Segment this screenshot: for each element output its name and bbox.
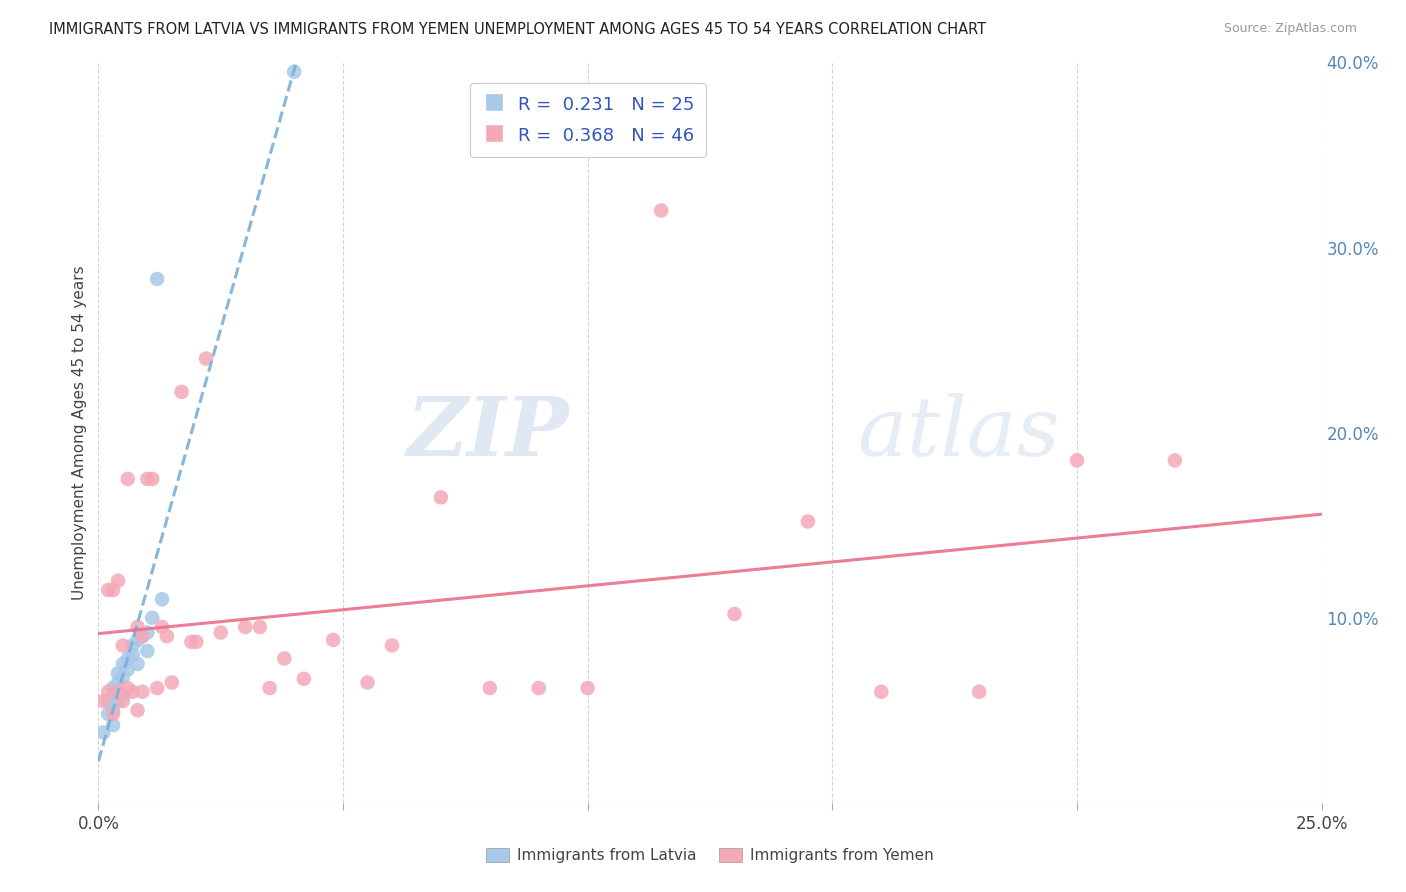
Point: [111, 657, 134, 671]
Point: [1164, 453, 1187, 467]
Point: [136, 644, 159, 658]
Point: [249, 620, 271, 634]
Point: [650, 203, 672, 218]
Point: [195, 351, 218, 366]
Point: [127, 703, 149, 717]
Point: [870, 685, 893, 699]
Point: [150, 592, 173, 607]
Point: [160, 675, 183, 690]
Point: [723, 607, 745, 621]
Point: [259, 681, 281, 695]
Point: [141, 472, 163, 486]
Point: [91, 725, 114, 739]
Point: [131, 629, 153, 643]
Point: [322, 632, 344, 647]
Point: [1066, 453, 1088, 467]
Point: [111, 694, 134, 708]
Text: Source: ZipAtlas.com: Source: ZipAtlas.com: [1223, 22, 1357, 36]
Point: [121, 685, 143, 699]
Point: [136, 625, 159, 640]
Point: [101, 681, 124, 695]
Point: [107, 574, 129, 588]
Point: [107, 685, 129, 699]
Point: [156, 629, 179, 643]
Point: [117, 663, 139, 677]
Point: [97, 582, 120, 597]
Point: [146, 272, 169, 286]
Point: [478, 681, 501, 695]
Point: [292, 672, 315, 686]
Point: [576, 681, 599, 695]
Point: [121, 648, 143, 662]
Point: [111, 639, 134, 653]
Legend: Immigrants from Latvia, Immigrants from Yemen: Immigrants from Latvia, Immigrants from …: [481, 842, 939, 869]
Point: [430, 491, 453, 505]
Point: [127, 657, 149, 671]
Point: [101, 582, 124, 597]
Y-axis label: Unemployment Among Ages 45 to 54 years: Unemployment Among Ages 45 to 54 years: [72, 265, 87, 600]
Point: [141, 610, 163, 624]
Point: [101, 718, 124, 732]
Point: [111, 670, 134, 684]
Point: [117, 651, 139, 665]
Text: atlas: atlas: [856, 392, 1059, 473]
Point: [91, 694, 114, 708]
Point: [797, 515, 820, 529]
Text: ZIP: ZIP: [406, 392, 569, 473]
Point: [97, 694, 120, 708]
Point: [527, 681, 550, 695]
Point: [127, 632, 149, 647]
Point: [381, 639, 404, 653]
Point: [107, 666, 129, 681]
Point: [967, 685, 990, 699]
Point: [101, 706, 124, 721]
Text: IMMIGRANTS FROM LATVIA VS IMMIGRANTS FROM YEMEN UNEMPLOYMENT AMONG AGES 45 TO 54: IMMIGRANTS FROM LATVIA VS IMMIGRANTS FRO…: [49, 22, 987, 37]
Point: [170, 384, 193, 399]
Point: [97, 706, 120, 721]
Point: [146, 681, 169, 695]
Point: [233, 620, 256, 634]
Point: [186, 634, 208, 648]
Point: [356, 675, 378, 690]
Point: [136, 472, 159, 486]
Point: [209, 625, 232, 640]
Point: [101, 703, 124, 717]
Point: [97, 685, 120, 699]
Point: [283, 64, 305, 78]
Point: [127, 620, 149, 634]
Point: [131, 629, 153, 643]
Point: [273, 651, 295, 665]
Point: [131, 685, 153, 699]
Point: [117, 472, 139, 486]
Point: [107, 694, 129, 708]
Point: [117, 681, 139, 695]
Point: [111, 689, 134, 703]
Point: [107, 675, 129, 690]
Point: [180, 634, 202, 648]
Point: [150, 620, 173, 634]
Point: [121, 639, 143, 653]
